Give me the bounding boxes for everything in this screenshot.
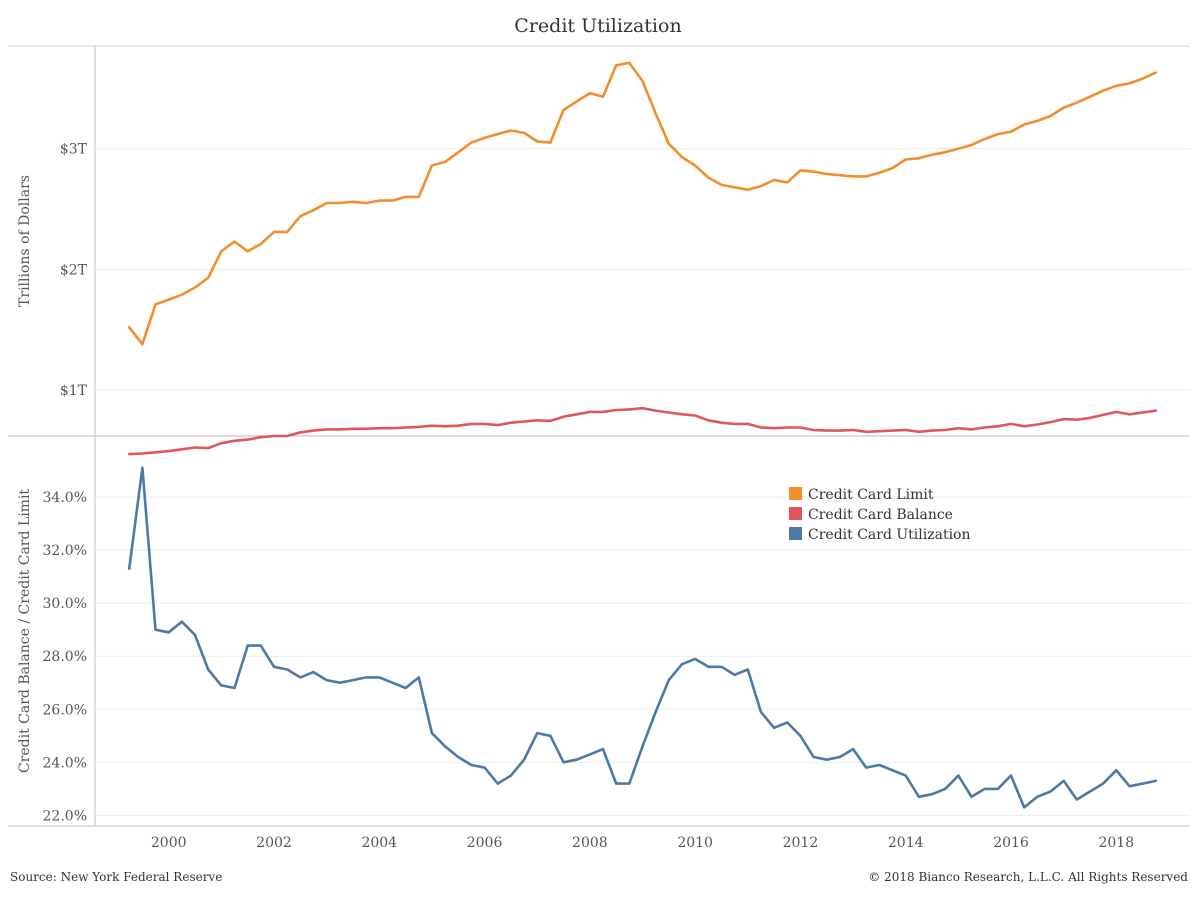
legend-swatch-balance bbox=[789, 507, 802, 520]
x-tick-labels: 2000 2002 2004 2006 2008 2010 2012 2014 2016 2018 bbox=[151, 835, 1134, 851]
x-tick-label-4: 2008 bbox=[572, 835, 608, 851]
x-tick-label-0: 2000 bbox=[151, 835, 187, 851]
series-lines bbox=[127, 61, 1158, 809]
bottom-y-axis-title: Credit Card Balance / Credit Card Limit bbox=[17, 489, 33, 773]
gridlines bbox=[95, 148, 1190, 816]
y-tick-label-bottom-4: 30.0% bbox=[43, 596, 87, 612]
x-tick-label-7: 2014 bbox=[888, 835, 924, 851]
y-tick-label-bottom-0: 22.0% bbox=[43, 808, 87, 824]
legend-swatch-utilization bbox=[789, 527, 802, 540]
x-tick-label-1: 2002 bbox=[256, 835, 292, 851]
x-tick-label-2: 2004 bbox=[361, 835, 397, 851]
top-y-axis-title: Trillions of Dollars bbox=[17, 175, 33, 307]
panel-frames bbox=[8, 45, 1190, 827]
y-tick-label-bottom-2: 26.0% bbox=[43, 702, 87, 718]
chart-title: Credit Utilization bbox=[514, 15, 681, 37]
legend-label-limit: Credit Card Limit bbox=[808, 487, 934, 503]
y-tick-label-bottom-5: 32.0% bbox=[43, 543, 87, 559]
legend: Credit Card Limit Credit Card Balance Cr… bbox=[789, 487, 971, 543]
y-tick-labels: $1T $2T $3T 22.0% 24.0% 26.0% 28.0% 30.0% 32.0% 3… bbox=[43, 142, 88, 825]
y-tick-label-top-2: $3T bbox=[60, 142, 88, 158]
series-line-credit-card-balance bbox=[127, 406, 1158, 456]
x-tick-label-6: 2012 bbox=[783, 835, 819, 851]
y-tick-label-bottom-3: 28.0% bbox=[43, 649, 87, 665]
x-tick-label-3: 2006 bbox=[467, 835, 503, 851]
legend-label-balance: Credit Card Balance bbox=[808, 507, 953, 523]
series-line-credit-card-limit bbox=[127, 61, 1158, 346]
y-tick-label-bottom-6: 34.0% bbox=[43, 490, 87, 506]
legend-swatch-limit bbox=[789, 487, 802, 500]
copyright-note: © 2018 Bianco Research, L.L.C. All Right… bbox=[868, 870, 1188, 884]
source-note: Source: New York Federal Reserve bbox=[10, 870, 222, 884]
x-tick-label-5: 2010 bbox=[677, 835, 713, 851]
series-line-credit-card-utilization bbox=[127, 466, 1158, 809]
y-tick-label-top-1: $2T bbox=[60, 262, 88, 278]
x-tick-label-8: 2016 bbox=[993, 835, 1029, 851]
legend-label-utilization: Credit Card Utilization bbox=[808, 527, 971, 543]
y-tick-label-bottom-1: 24.0% bbox=[43, 755, 87, 771]
y-tick-label-top-0: $1T bbox=[60, 383, 88, 399]
x-tick-label-9: 2018 bbox=[1098, 835, 1134, 851]
